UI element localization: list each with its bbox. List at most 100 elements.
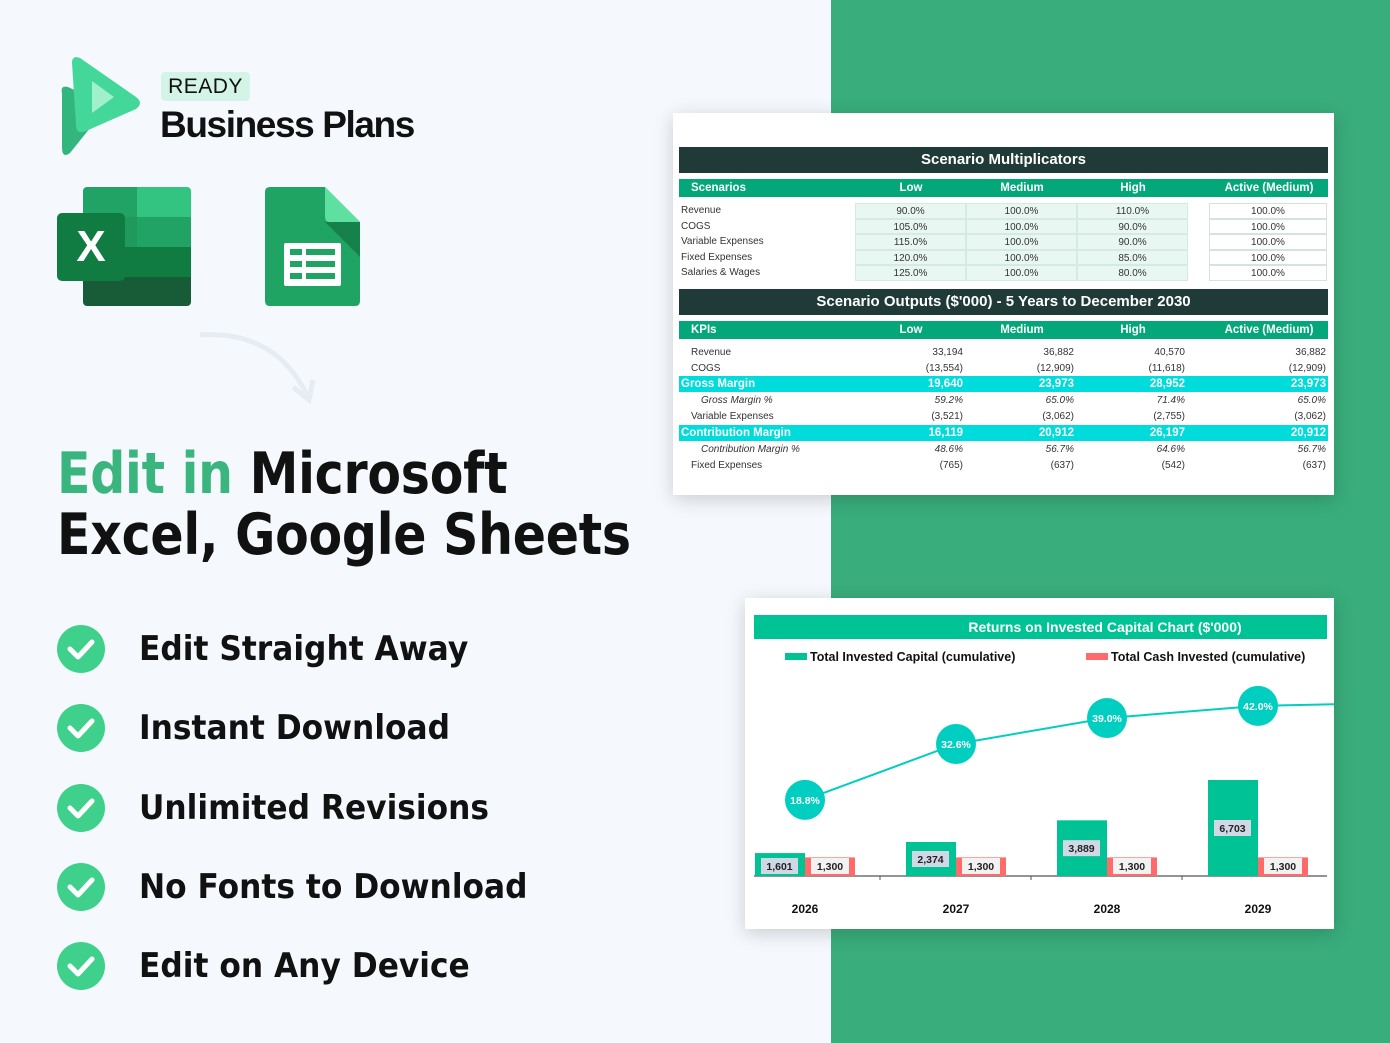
roic-chart-card: Returns on Invested Capital Chart ($'000… [745,598,1335,929]
arrow-decoration-icon [199,332,316,405]
table-cell[interactable]: 90.0% [1077,218,1188,234]
column-header: Scenarios [691,182,746,194]
roic-point [936,723,976,764]
chart-title-bar [754,615,1327,639]
scenario-table-card: Scenario Multiplicators Scenarios Low Medi… [673,113,1334,495]
row-label: Variable Expenses [681,236,764,247]
table-cell[interactable]: (765) [939,460,963,471]
table-cell[interactable]: (637) [1050,460,1074,471]
outputs-title: Scenario Outputs ($'000) - 5 Years to De… [679,289,1328,315]
row-label: Fixed Expenses [691,460,763,471]
feature-item: No Fonts to Download [57,863,561,911]
table-cell[interactable]: (542) [1161,460,1185,471]
roic-point [1087,698,1127,739]
table-cell[interactable]: (12,909) [1288,362,1326,374]
table-cell[interactable]: 125.0% [855,265,966,281]
table-cell[interactable]: 80.0% [1077,265,1188,281]
feature-label: Edit Straight Away [139,629,469,669]
table-cell[interactable]: 100.0% [1209,218,1327,234]
table-cell[interactable]: 71.4% [1156,395,1185,406]
table-cell[interactable]: 19,640 [927,378,963,390]
row-label: Salaries & Wages [681,267,761,278]
table-cell[interactable]: 36,882 [1295,347,1326,358]
table-cell[interactable]: (13,554) [925,362,963,374]
table-row: Contribution Margin 16,119 20,912 26,197 20,… [679,425,1328,441]
table-cell[interactable]: (3,521) [931,411,963,422]
feature-item: Edit Straight Away [57,625,497,673]
table-cell[interactable]: 23,973 [1290,378,1326,390]
table-cell[interactable]: 100.0% [1209,265,1327,281]
table-row: Variable Expenses 115.0% 100.0% 90.0% 100.0% [679,234,1328,250]
table-cell[interactable]: (3,062) [1042,411,1074,422]
table-cell[interactable]: 100.0% [966,218,1077,234]
roic-label: 42.0% [1243,701,1273,713]
row-label: Gross Margin % [701,395,773,406]
table-cell[interactable]: 40,570 [1154,347,1185,358]
table-row: Revenue 33,194 36,882 40,570 36,882 [679,345,1328,361]
row-label: Variable Expenses [691,411,774,422]
row-label: Revenue [681,205,722,216]
table-row: Gross Margin % 59.2% 65.0% 71.4% 65.0% [679,393,1328,409]
bar-label-invested-capital: 1,601 [766,861,792,873]
table-cell[interactable]: 90.0% [1077,234,1188,250]
bar-label-invested-capital: 6,703 [1219,823,1245,835]
table-cell[interactable]: 100.0% [1209,203,1327,219]
ready-badge: READY [161,72,250,101]
table-cell[interactable]: 100.0% [966,203,1077,219]
table-cell[interactable]: 100.0% [966,265,1077,281]
bar-label-box [1063,840,1100,857]
table-cell[interactable]: 28,952 [1149,378,1185,390]
table-cell[interactable]: 48.6% [934,444,963,455]
table-cell[interactable]: 115.0% [855,234,966,250]
table-row: Fixed Expenses (765) (637) (542) (637) [679,458,1328,474]
table-cell[interactable]: 110.0% [1077,203,1188,219]
microsoft-excel-icon: X [57,187,191,306]
table-cell[interactable]: 120.0% [855,249,966,265]
table-cell[interactable]: 16,119 [928,427,963,439]
table-cell[interactable]: 64.6% [1156,444,1185,455]
table-cell[interactable]: (11,618) [1148,362,1185,374]
table-cell[interactable]: 100.0% [1209,249,1327,265]
table-cell[interactable]: 20,912 [1290,427,1326,439]
table-cell[interactable]: 26,197 [1149,427,1185,439]
table-cell[interactable]: 85.0% [1077,249,1188,265]
table-cell[interactable]: 36,882 [1043,347,1074,358]
bar-label-cash-invested: 1,300 [817,861,843,873]
table-cell[interactable]: 59.2% [934,395,963,406]
roic-point [785,779,825,820]
table-cell[interactable]: 105.0% [855,218,966,234]
headline-line2: Excel, Google Sheets [57,502,631,568]
roic-point [1238,685,1278,726]
table-cell[interactable]: 90.0% [855,203,966,219]
table-cell[interactable]: 100.0% [1209,234,1327,250]
table-cell[interactable]: 100.0% [966,249,1077,265]
legend-label: Total Cash Invested (cumulative) [1111,650,1305,664]
table-cell[interactable]: (3,062) [1294,411,1326,422]
legend-label: Total Invested Capital (cumulative) [810,650,1015,664]
table-cell[interactable]: 65.0% [1045,395,1074,406]
column-header: Medium [1000,324,1044,336]
table-cell[interactable]: 100.0% [966,234,1077,250]
feature-item: Edit on Any Device [57,942,499,990]
table-cell[interactable]: 23,973 [1038,378,1074,390]
table-row: Fixed Expenses 120.0% 100.0% 85.0% 100.0% [679,249,1328,265]
bar-label-box [962,858,1000,874]
table-cell[interactable]: (12,909) [1036,362,1074,374]
table-cell[interactable]: 56.7% [1297,444,1326,455]
table-cell[interactable]: (2,755) [1153,411,1185,422]
table-cell[interactable]: (637) [1302,460,1326,471]
table-cell[interactable]: 56.7% [1045,444,1074,455]
column-header: Active (Medium) [1224,182,1314,194]
legend-swatch [785,653,807,660]
table-cell[interactable]: 20,912 [1038,427,1074,439]
table-cell[interactable]: 65.0% [1297,395,1326,406]
bar-label-box [1214,820,1251,836]
multiplicators-title: Scenario Multiplicators [679,147,1328,173]
table-cell[interactable]: 33,194 [932,347,963,358]
check-circle-icon [57,942,105,990]
x-tick-label: 2028 [1094,902,1121,916]
bar-label-invested-capital: 3,889 [1068,843,1094,855]
outputs-header: KPIs Low Medium High Active (Medium) [679,321,1328,339]
headline: Edit in Microsoft Excel, Google Sheets [57,444,631,566]
bar-label-cash-invested: 1,300 [1270,861,1296,873]
